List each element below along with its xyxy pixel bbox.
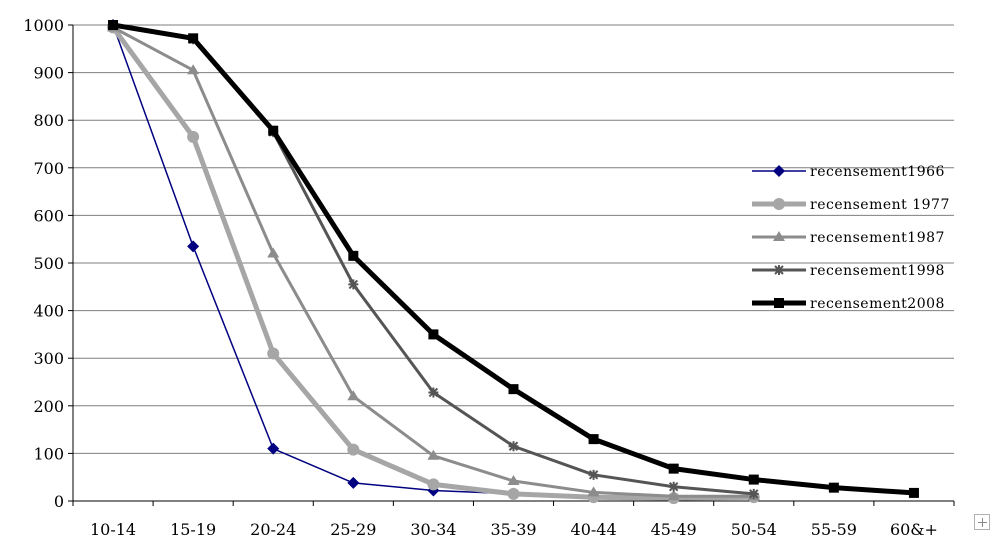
data-point [668, 463, 679, 474]
y-tick-label: 700 [33, 159, 64, 178]
data-point [908, 487, 919, 498]
data-point [667, 490, 680, 501]
x-tick-label: 15-19 [170, 520, 216, 538]
legend-swatch-marker [773, 198, 785, 210]
data-point [267, 247, 280, 258]
data-point [507, 475, 520, 486]
y-axis-ticks: 0 100 200 300 400 500 600 700 800 900 1000 [23, 16, 73, 511]
data-point [588, 469, 599, 480]
data-point [748, 474, 759, 485]
y-tick-label: 900 [33, 64, 64, 83]
x-tick-label: 25-29 [330, 520, 376, 538]
series-line [111, 25, 756, 498]
legend-item: recensement1998 [752, 263, 945, 279]
data-point [428, 387, 439, 398]
data-point [427, 478, 440, 491]
data-point [508, 384, 519, 395]
y-tick-label: 600 [33, 206, 64, 225]
data-point [668, 481, 679, 492]
x-tick-label: 55-59 [811, 520, 857, 538]
y-tick-label: 100 [33, 444, 64, 463]
legend-item: recensement1987 [752, 230, 945, 246]
data-point [427, 449, 440, 460]
series-recensement2008 [108, 20, 919, 498]
x-tick-label: 10-14 [90, 520, 136, 538]
y-tick-label: 500 [33, 254, 64, 273]
data-point [187, 64, 200, 75]
plus-icon[interactable] [974, 514, 990, 530]
data-point [188, 33, 199, 44]
series-line [110, 22, 917, 496]
legend-swatch-marker [773, 165, 785, 177]
data-point [587, 486, 600, 497]
series-recensement1987 [107, 21, 760, 501]
data-point [268, 125, 279, 136]
data-point [187, 240, 200, 253]
data-point [588, 434, 599, 445]
series-line [112, 24, 515, 495]
x-axis-ticks: 10-14 15-19 20-24 25-29 30-34 35-39 40-44 45-49… [72, 501, 955, 538]
y-tick-label: 200 [33, 397, 64, 416]
y-tick-label: 300 [33, 349, 64, 368]
data-point [187, 130, 200, 143]
x-tick-label: 35-39 [490, 520, 536, 538]
x-tick-label: 50-54 [731, 520, 777, 538]
legend-label: recensement 1977 [810, 197, 950, 213]
y-tick-label: 800 [33, 111, 64, 130]
data-point [347, 476, 360, 489]
legend-label: recensement1998 [810, 263, 945, 279]
y-tick-label: 0 [54, 492, 64, 511]
data-point [507, 487, 520, 500]
legend-item: recensement 1977 [752, 197, 950, 213]
data-point [508, 441, 519, 452]
x-tick-label: 60&+ [890, 520, 938, 538]
data-point [348, 250, 359, 261]
data-point [347, 443, 360, 456]
legend-item: recensement2008 [752, 296, 945, 312]
data-point [428, 329, 439, 340]
data-point [748, 488, 759, 499]
data-point [347, 390, 360, 401]
series-line [111, 23, 756, 496]
data-point [267, 347, 280, 360]
data-point [828, 482, 839, 493]
series-group [107, 19, 919, 505]
data-point [267, 442, 280, 455]
legend-swatch-marker [773, 231, 785, 241]
legend-item: recensement1966 [752, 164, 945, 180]
legend-swatch-marker [774, 298, 784, 308]
legend-label: recensement2008 [810, 296, 945, 312]
series-recensement1998 [108, 20, 759, 499]
y-tick-label: 400 [33, 302, 64, 321]
legend-label: recensement1966 [810, 164, 945, 180]
x-tick-label: 20-24 [250, 520, 296, 538]
series-recensement1966 [107, 19, 520, 500]
data-point [348, 279, 359, 290]
legend: recensement1966 recensement 1977 recenseme… [752, 164, 950, 312]
x-tick-label: 45-49 [651, 520, 697, 538]
x-tick-label: 30-34 [410, 520, 456, 538]
y-tick-label: 1000 [23, 16, 64, 35]
data-point [108, 20, 119, 30]
x-tick-label: 40-44 [571, 520, 617, 538]
legend-swatch-marker [774, 265, 784, 275]
legend-label: recensement1987 [810, 230, 945, 246]
